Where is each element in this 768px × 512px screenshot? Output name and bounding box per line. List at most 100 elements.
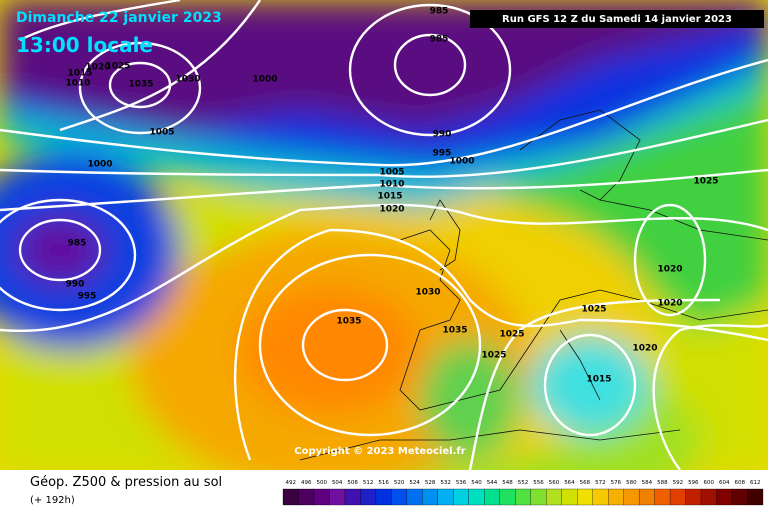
legend-label: 508 [347, 480, 358, 486]
isobar-label: 995 [433, 149, 452, 159]
legend-swatch [515, 488, 531, 506]
legend-label: 552 [518, 480, 529, 486]
run-label: Run GFS 12 Z du Samedi 14 janvier 2023 [502, 14, 732, 25]
legend-label: 524 [409, 480, 420, 486]
isobar-label: 1015 [377, 192, 402, 202]
legend-label: 588 [657, 480, 668, 486]
coastlines [299, 109, 768, 461]
legend-swatch [468, 488, 485, 506]
isobar-label: 1025 [581, 305, 606, 315]
legend-label: 532 [440, 480, 451, 486]
legend-label: 596 [688, 480, 699, 486]
isobar-label: 1005 [149, 128, 174, 138]
legend-label: 612 [750, 480, 761, 486]
legend-label: 528 [425, 480, 436, 486]
legend-label: 540 [471, 480, 482, 486]
isobar-label: 1020 [657, 299, 682, 309]
isobar-label: 1025 [481, 351, 506, 361]
isobar-label: 1035 [336, 317, 361, 327]
legend-label: 572 [595, 480, 606, 486]
legend-swatch [313, 488, 330, 506]
isobars [0, 0, 768, 470]
color-legend: 492 496 500 504 508 512 516 520 524 528 532 536 540 5… [282, 480, 764, 506]
legend-label: 496 [301, 480, 312, 486]
isobar-label: 1015 [586, 375, 611, 385]
legend-swatch [499, 488, 516, 506]
isobar-label: 1020 [85, 63, 110, 73]
legend-swatch [716, 488, 733, 506]
legend-swatch [329, 488, 346, 506]
isobar-label: 990 [433, 130, 452, 140]
forecast-date: Dimanche 22 janvier 2023 [16, 10, 222, 26]
legend-swatch [375, 488, 392, 506]
isobar-label: 985 [430, 7, 449, 17]
legend-label: 500 [316, 480, 327, 486]
legend-label: 592 [673, 480, 684, 486]
isobar-label: 1035 [128, 80, 153, 90]
isobar-label: 990 [66, 280, 85, 290]
legend-label: 604 [719, 480, 730, 486]
isobar-label: 1035 [442, 326, 467, 336]
isobar-label: 1030 [175, 75, 200, 85]
legend-swatch [747, 488, 764, 506]
legend-swatch [561, 488, 578, 506]
legend-label: 556 [533, 480, 544, 486]
isobar-label: 1000 [87, 160, 112, 170]
isobar-label: 985 [430, 35, 449, 45]
legend-label: 584 [642, 480, 653, 486]
legend-swatch [608, 488, 624, 506]
legend-label: 548 [502, 480, 513, 486]
isobar-label: 1020 [657, 265, 682, 275]
isobar-label: 1025 [105, 62, 130, 72]
isobar-label: 1000 [252, 75, 277, 85]
isobar-label: 1010 [379, 180, 404, 190]
legend-swatch [685, 488, 702, 506]
legend-swatch [344, 488, 361, 506]
legend-label: 520 [394, 480, 405, 486]
isobar-label: 1025 [499, 330, 524, 340]
legend-swatch [484, 488, 500, 506]
legend-swatch [577, 488, 593, 506]
legend-swatch [592, 488, 609, 506]
legend-swatch [437, 488, 454, 506]
footer-title: Géop. Z500 & pression au sol [30, 475, 222, 490]
copyright: Copyright © 2023 Meteociel.fr [294, 446, 465, 457]
legend-label: 568 [580, 480, 591, 486]
isobar-label: 1015 [67, 69, 92, 79]
isobar-label: 1020 [379, 205, 404, 215]
isobar-label: 1010 [65, 79, 90, 89]
isobar-label: 1030 [415, 288, 440, 298]
legend-label: 580 [626, 480, 637, 486]
legend-swatch [406, 488, 423, 506]
legend-swatch [282, 488, 299, 506]
isobar-label: 985 [68, 239, 87, 249]
isobar-label: 1000 [449, 157, 474, 167]
legend-label: 536 [456, 480, 467, 486]
legend-swatch [453, 488, 469, 506]
legend-swatch [360, 488, 377, 506]
isobar-label: 995 [78, 292, 97, 302]
isobar-label: 1020 [632, 344, 657, 354]
legend-swatch [731, 488, 748, 506]
forecast-time: 13:00 locale [16, 33, 153, 57]
isobar-label: 1025 [693, 177, 718, 187]
legend-swatch [391, 488, 408, 506]
legend-label: 492 [285, 480, 296, 486]
isobar-label: 1005 [379, 168, 404, 178]
legend-swatch [638, 488, 655, 506]
run-banner [470, 10, 764, 28]
legend-swatch [654, 488, 671, 506]
legend-label: 512 [363, 480, 374, 486]
legend-swatch [530, 488, 547, 506]
legend-swatch [546, 488, 562, 506]
legend-swatch [422, 488, 438, 506]
legend-swatch [298, 488, 315, 506]
legend-label: 516 [378, 480, 389, 486]
legend-label: 600 [704, 480, 715, 486]
legend-label: 564 [564, 480, 575, 486]
legend-label: 544 [487, 480, 498, 486]
legend-label: 576 [611, 480, 622, 486]
legend-label: 560 [549, 480, 560, 486]
